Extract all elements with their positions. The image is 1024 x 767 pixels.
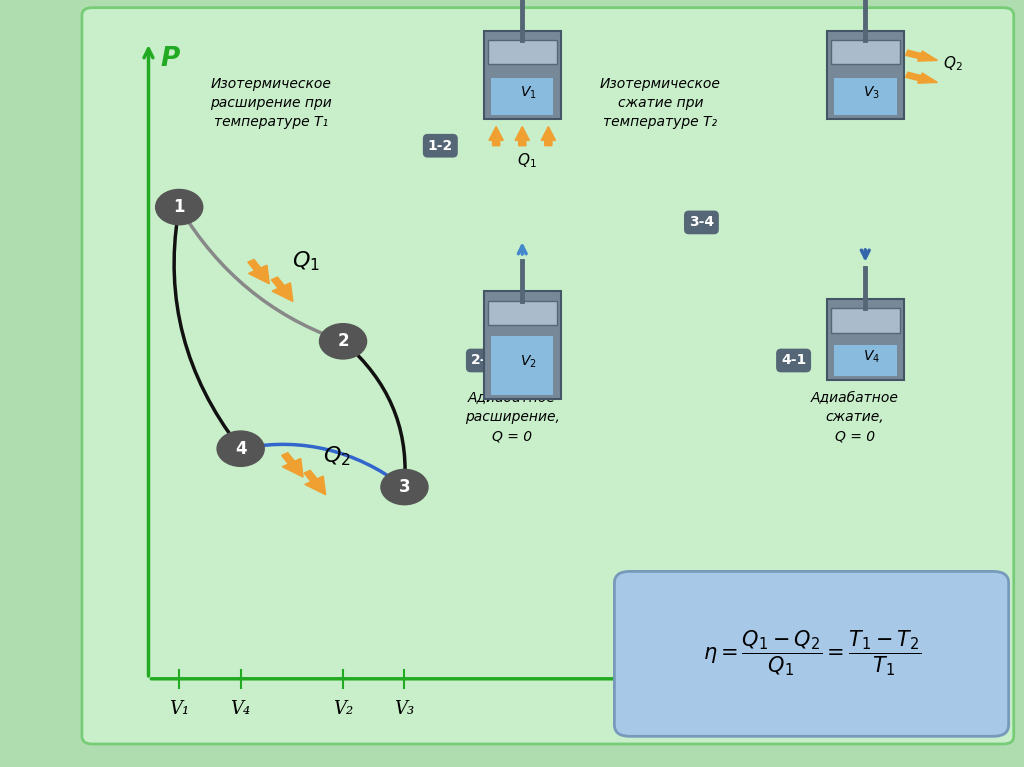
Text: V: V xyxy=(655,634,676,660)
FancyBboxPatch shape xyxy=(827,31,903,119)
Circle shape xyxy=(319,324,367,359)
FancyBboxPatch shape xyxy=(484,31,561,119)
Text: Изотермическое
расширение при
температуре Т₁: Изотермическое расширение при температур… xyxy=(211,77,332,129)
Text: 3: 3 xyxy=(398,478,411,496)
FancyArrow shape xyxy=(905,50,938,61)
Text: 1-2: 1-2 xyxy=(428,139,453,153)
Bar xyxy=(488,301,557,325)
Text: 2-3: 2-3 xyxy=(471,354,496,367)
FancyBboxPatch shape xyxy=(827,299,903,380)
FancyArrow shape xyxy=(489,127,504,146)
FancyBboxPatch shape xyxy=(82,8,1014,744)
Bar xyxy=(492,78,553,115)
FancyArrow shape xyxy=(905,72,938,83)
Text: 2: 2 xyxy=(337,332,349,351)
Text: 4: 4 xyxy=(234,439,247,458)
Text: $Q_1$: $Q_1$ xyxy=(292,249,319,272)
Text: $Q_2$: $Q_2$ xyxy=(323,445,350,468)
Circle shape xyxy=(217,431,264,466)
Text: $V_1$: $V_1$ xyxy=(520,84,537,101)
Text: 1: 1 xyxy=(173,198,185,216)
Text: $V_3$: $V_3$ xyxy=(863,84,880,101)
FancyArrow shape xyxy=(541,127,555,146)
Bar xyxy=(831,40,900,64)
Circle shape xyxy=(381,469,428,505)
Text: $\eta = \dfrac{Q_1 - Q_2}{Q_1} = \dfrac{T_1 - T_2}{T_1}$: $\eta = \dfrac{Q_1 - Q_2}{Q_1} = \dfrac{… xyxy=(702,629,922,678)
Text: Адиабатное
расширение,
Q = 0: Адиабатное расширение, Q = 0 xyxy=(465,391,559,443)
Bar xyxy=(834,78,897,115)
FancyArrow shape xyxy=(271,277,293,301)
Text: V₂: V₂ xyxy=(333,700,353,718)
Text: 3-4: 3-4 xyxy=(689,216,714,229)
Text: P: P xyxy=(161,46,180,72)
Text: V₁: V₁ xyxy=(169,700,189,718)
Text: $Q_1$: $Q_1$ xyxy=(517,151,538,170)
Text: $V_2$: $V_2$ xyxy=(520,354,537,370)
FancyArrow shape xyxy=(304,470,326,495)
Bar xyxy=(488,40,557,64)
Bar xyxy=(492,336,553,395)
Text: $V_4$: $V_4$ xyxy=(863,348,880,365)
FancyArrow shape xyxy=(282,453,303,477)
Text: 4-1: 4-1 xyxy=(781,354,806,367)
Text: V₃: V₃ xyxy=(394,700,415,718)
FancyArrow shape xyxy=(248,259,269,284)
Text: $Q_2$: $Q_2$ xyxy=(942,54,963,73)
Circle shape xyxy=(156,189,203,225)
FancyArrow shape xyxy=(515,127,529,146)
Text: V₄: V₄ xyxy=(230,700,251,718)
Text: Изотермическое
сжатие при
температуре Т₂: Изотермическое сжатие при температуре Т₂ xyxy=(600,77,721,129)
Bar xyxy=(831,308,900,333)
Text: Адиабатное
сжатие,
Q = 0: Адиабатное сжатие, Q = 0 xyxy=(811,391,899,443)
Bar xyxy=(834,345,897,376)
FancyBboxPatch shape xyxy=(484,291,561,399)
FancyBboxPatch shape xyxy=(614,571,1009,736)
